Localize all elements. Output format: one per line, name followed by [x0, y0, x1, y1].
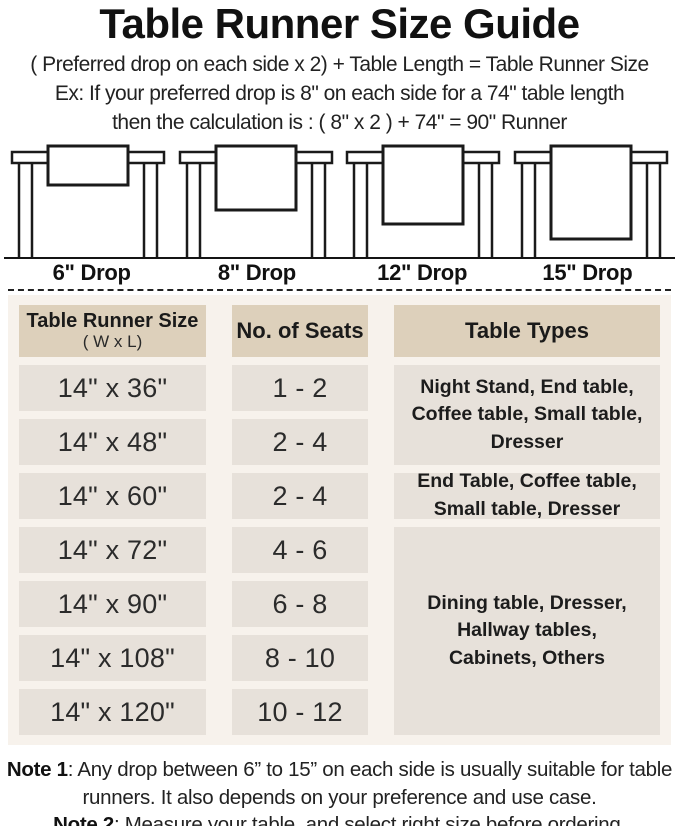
seats-cell: 8 - 10 — [232, 635, 368, 682]
size-cell: 14" x 48" — [19, 419, 206, 466]
size-table: Table Runner Size ( W x L) No. of Seats … — [8, 295, 671, 746]
size-cell: 14" x 60" — [19, 473, 206, 520]
column-header-size-sub: ( W x L) — [82, 332, 143, 352]
table-types-group: Dining table, Dresser, Hallway tables, C… — [394, 527, 660, 736]
seats-cell: 10 - 12 — [232, 689, 368, 736]
drop-label: 15" Drop — [542, 260, 633, 286]
drop-diagrams-row — [0, 144, 679, 258]
table-runner-drop-diagram — [513, 144, 669, 258]
drop-label: 6" Drop — [52, 260, 131, 286]
table-types-group: Night Stand, End table, Coffee table, Sm… — [394, 365, 660, 466]
example-line-2: then the calculation is : ( 8" x 2 ) + 7… — [112, 111, 567, 135]
column-header-types: Table Types — [394, 305, 660, 358]
column-header-size-title: Table Runner Size — [26, 310, 199, 333]
seats-cell: 1 - 2 — [232, 365, 368, 412]
seats-cell: 2 - 4 — [232, 473, 368, 520]
table-types-group: End Table, Coffee table, Small table, Dr… — [394, 470, 660, 520]
column-header-size: Table Runner Size ( W x L) — [19, 305, 206, 358]
table-runner-drop-diagram — [178, 144, 333, 258]
note-2: Note 2: Measure your table, and select r… — [53, 813, 626, 826]
seats-cell: 6 - 8 — [232, 581, 368, 628]
note-1: Note 1: Any drop between 6” to 15” on ea… — [6, 758, 673, 809]
table-runner-drop-diagram — [10, 144, 166, 258]
size-cell: 14" x 36" — [19, 365, 206, 412]
dashed-divider — [8, 289, 671, 292]
notes-section: Note 1: Any drop between 6” to 15” on ea… — [0, 752, 679, 826]
seats-cell: 4 - 6 — [232, 527, 368, 574]
seats-cell: 2 - 4 — [232, 419, 368, 466]
diagram-baseline — [4, 257, 675, 260]
size-cell: 14" x 90" — [19, 581, 206, 628]
drop-labels-row: 6" Drop 8" Drop 12" Drop 15" Drop — [0, 259, 679, 287]
example-line-1: Ex: If your preferred drop is 8" on each… — [54, 82, 625, 106]
size-cell: 14" x 108" — [19, 635, 206, 682]
size-cell: 14" x 72" — [19, 527, 206, 574]
drop-label: 12" Drop — [377, 260, 468, 286]
table-runner-drop-diagram — [346, 144, 501, 258]
column-header-seats: No. of Seats — [232, 305, 368, 358]
page-title: Table Runner Size Guide — [99, 0, 580, 47]
formula-text: ( Preferred drop on each side x 2) + Tab… — [30, 53, 649, 77]
drop-label: 8" Drop — [217, 260, 296, 286]
size-cell: 14" x 120" — [19, 689, 206, 736]
